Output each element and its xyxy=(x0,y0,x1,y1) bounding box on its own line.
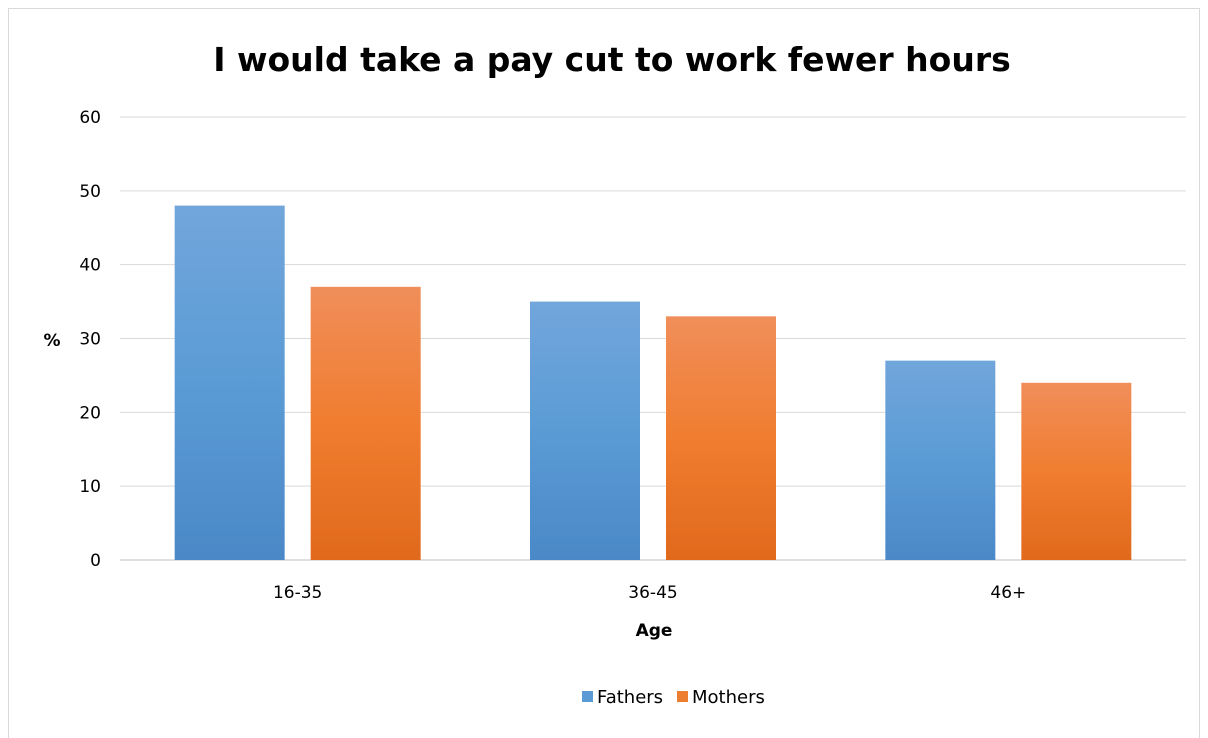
bar-mothers-36-45 xyxy=(666,316,776,560)
y-tick-label: 30 xyxy=(79,330,101,350)
y-tick-label: 40 xyxy=(79,256,101,276)
legend-swatch-fathers xyxy=(582,691,593,702)
y-axis-title: % xyxy=(43,331,60,351)
y-tick-label: 50 xyxy=(79,182,101,202)
y-tick-label: 10 xyxy=(79,477,101,497)
x-tick-label: 46+ xyxy=(990,583,1026,603)
x-tick-label: 16-35 xyxy=(273,583,322,603)
bar-fathers-16-35 xyxy=(174,205,285,560)
x-tick-label: 36-45 xyxy=(628,583,677,603)
bar-fathers-46+ xyxy=(885,360,996,560)
bars xyxy=(174,205,1132,560)
y-tick-label: 0 xyxy=(90,551,101,571)
gridlines xyxy=(120,116,1186,561)
x-axis-title: Age xyxy=(636,621,673,641)
legend-label-fathers: Fathers xyxy=(597,687,663,708)
bar-fathers-36-45 xyxy=(530,301,640,560)
y-tick-label: 20 xyxy=(79,403,101,423)
y-axis-ticks: 0 10 20 30 40 50 60 xyxy=(79,108,101,571)
legend: Fathers Mothers xyxy=(582,687,765,708)
legend-swatch-mothers xyxy=(677,691,688,702)
y-tick-label: 60 xyxy=(79,108,101,128)
chart-title: I would take a pay cut to work fewer hou… xyxy=(213,40,1011,79)
legend-label-mothers: Mothers xyxy=(692,687,765,708)
bar-mothers-16-35 xyxy=(310,286,421,560)
x-axis-ticks: 16-35 36-45 46+ xyxy=(273,583,1026,603)
bar-mothers-46+ xyxy=(1021,382,1132,560)
